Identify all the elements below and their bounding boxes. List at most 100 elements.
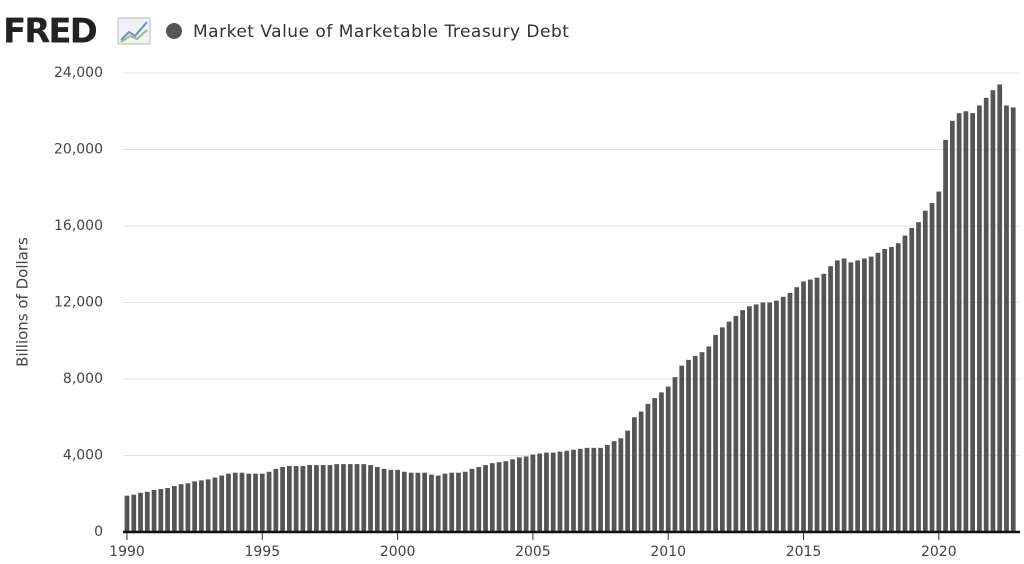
bar [449, 472, 455, 532]
bar [429, 474, 434, 532]
bar [273, 468, 279, 532]
bar [719, 327, 725, 532]
bar [875, 252, 881, 532]
bar [692, 356, 698, 532]
bar [178, 484, 184, 532]
bar [476, 466, 482, 532]
x-tick-label: 2000 [380, 544, 416, 560]
bar [415, 472, 421, 532]
bar [848, 262, 854, 532]
bar [740, 310, 745, 532]
x-tick-label: 2010 [650, 544, 686, 560]
bar [706, 346, 712, 532]
bar [246, 473, 252, 532]
bar [138, 492, 143, 532]
bar [280, 466, 285, 532]
bar [963, 111, 969, 532]
bar [131, 494, 137, 532]
bar [259, 473, 265, 532]
bar [185, 483, 191, 532]
bar [483, 465, 488, 532]
bar [212, 477, 218, 532]
legend-marker [166, 23, 182, 39]
bar [672, 377, 678, 532]
bar [205, 479, 211, 532]
bar [787, 292, 793, 532]
y-tick-label: 12,000 [54, 295, 103, 311]
bar [726, 321, 732, 532]
bar [253, 473, 258, 532]
y-axis-label: Billions of Dollars [14, 237, 32, 367]
bar [767, 302, 773, 532]
bar [652, 398, 658, 532]
bar [361, 464, 367, 532]
bar [801, 281, 806, 532]
x-tick-label: 1995 [244, 544, 280, 560]
logo: FRED [3, 12, 97, 52]
bar [1010, 107, 1016, 533]
bar [544, 452, 549, 532]
bar [821, 273, 827, 532]
bar [422, 472, 428, 532]
bar [307, 465, 313, 532]
bar [909, 227, 915, 532]
bar [510, 459, 515, 532]
bar [895, 243, 901, 532]
logo-icon [117, 17, 151, 45]
x-tick-label: 2020 [921, 544, 957, 560]
bar [638, 411, 644, 532]
bar [456, 472, 461, 532]
bar [862, 258, 867, 532]
bar [537, 453, 543, 532]
bar [286, 466, 292, 532]
bar [523, 456, 529, 532]
bar [124, 495, 130, 532]
bar [564, 450, 570, 532]
bar [814, 277, 820, 532]
bar [699, 352, 705, 532]
bar [557, 451, 563, 532]
bar [334, 464, 340, 532]
bar [834, 260, 840, 532]
bar [219, 475, 225, 532]
bar [327, 465, 333, 532]
bar [300, 466, 306, 532]
bar [679, 365, 685, 532]
bar [625, 430, 630, 532]
y-tick-label: 20,000 [54, 142, 103, 158]
bar [435, 475, 441, 532]
bar [598, 447, 603, 532]
bar [997, 84, 1003, 532]
x-tick-label: 2015 [786, 544, 822, 560]
y-tick-label: 0 [94, 524, 103, 540]
bar [388, 469, 394, 532]
bar [949, 120, 955, 532]
bar [266, 471, 272, 532]
bar [916, 222, 921, 533]
bar [929, 203, 935, 533]
legend-label: Market Value of Marketable Treasury Debt [193, 22, 569, 42]
bar [956, 113, 962, 532]
bar [686, 359, 691, 532]
bar [530, 454, 536, 532]
bar [780, 296, 786, 532]
bar [550, 452, 556, 532]
bar [841, 258, 847, 532]
bar [855, 260, 861, 532]
bar [665, 386, 671, 532]
bar [199, 480, 204, 532]
bar [314, 465, 319, 532]
bar [381, 468, 387, 532]
bar [760, 302, 766, 532]
bar [990, 90, 996, 533]
bar [733, 315, 739, 532]
bar [408, 472, 414, 532]
bar [374, 466, 380, 532]
bar [889, 247, 894, 532]
bar [1004, 105, 1009, 532]
bar [584, 447, 590, 532]
bar [659, 392, 664, 532]
y-tick-label: 16,000 [54, 218, 103, 234]
bar [747, 306, 752, 532]
